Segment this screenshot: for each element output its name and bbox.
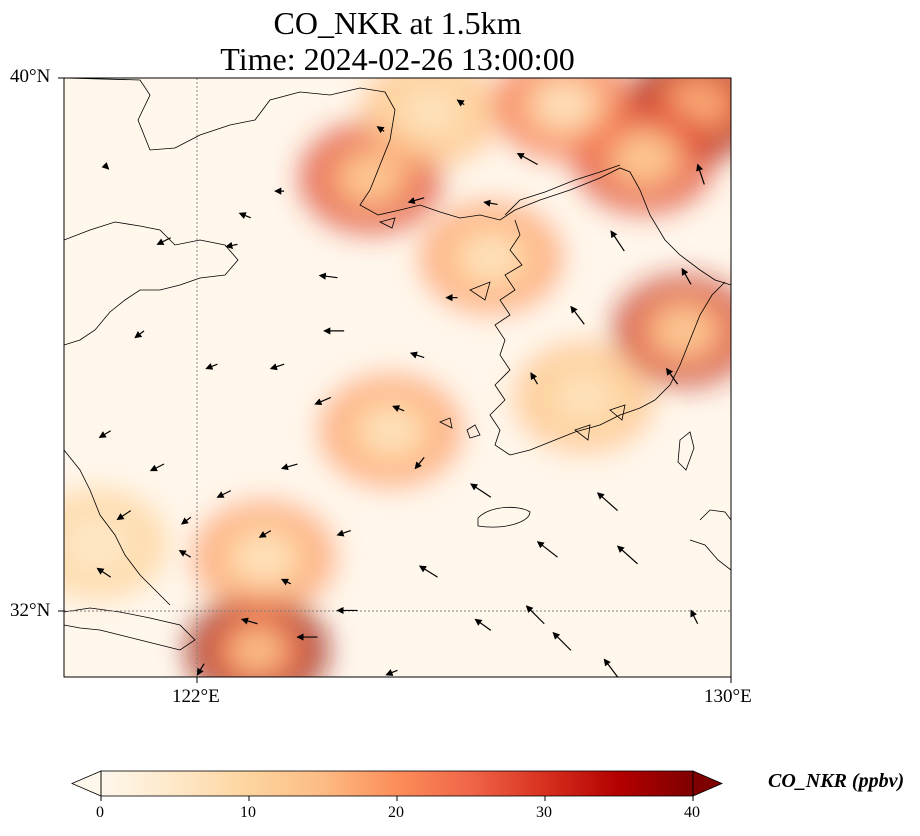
wind-arrow	[240, 617, 258, 625]
colorbar-tick-10: 10	[240, 804, 256, 821]
wind-arrow	[225, 241, 238, 249]
wind-arrow	[516, 152, 538, 166]
colorbar-label: CO_NKR (ppbv)	[768, 770, 905, 792]
wind-arrow	[474, 618, 492, 631]
coastlines	[64, 78, 731, 651]
colorbar-tick-20: 20	[388, 804, 404, 821]
wind-arrow	[483, 199, 498, 207]
hotspot-east-china-sea-north	[236, 535, 293, 580]
map-title: CO_NKR at 1.5km	[273, 5, 522, 41]
wind-arrow	[314, 396, 332, 406]
lat-label-40: 40°N	[10, 66, 51, 87]
colorbar-tick-0: 0	[96, 804, 104, 821]
wind-arrow	[318, 272, 338, 280]
wind-arrow	[552, 631, 572, 651]
hotspot-west-korea	[462, 235, 519, 280]
colorbar-gradient	[101, 771, 693, 796]
colorbar-extend-min	[70, 770, 102, 797]
wind-arrow	[156, 237, 171, 245]
china-north-coast	[64, 78, 731, 286]
wind-arrow	[690, 609, 699, 625]
korea-east-coast	[654, 281, 726, 401]
colorbar-tick-40: 40	[684, 804, 700, 821]
wind-arrow	[178, 549, 192, 558]
wind-arrow	[149, 463, 165, 472]
lat-label-32: 32°N	[10, 600, 51, 621]
korea-south-coast	[509, 399, 656, 456]
lon-label-130: 130°E	[704, 686, 752, 707]
wind-arrow	[280, 578, 292, 586]
wind-arrow	[530, 372, 539, 385]
wind-arrow	[525, 605, 545, 625]
china-east-coast	[64, 449, 171, 606]
colorbar-tick-30: 30	[536, 804, 552, 821]
colorbar-ticks	[100, 796, 694, 801]
wind-arrow	[238, 212, 251, 219]
wind-arrow	[610, 230, 625, 252]
wind-arrow	[603, 658, 619, 677]
wind-arrow	[180, 516, 192, 525]
wind-arrow	[336, 529, 351, 537]
graticule	[64, 78, 731, 677]
wind-arrow	[385, 669, 398, 676]
china-korea-border	[504, 164, 621, 216]
map-timestamp: Time: 2024-02-26 13:00:00	[220, 41, 575, 77]
wind-arrow	[96, 567, 112, 578]
korea-west-coast	[489, 219, 523, 456]
wind-arrow	[570, 305, 585, 325]
wind-arrow	[470, 483, 492, 498]
hotspot-yellow-sea-center	[362, 408, 419, 453]
kyushu-coast	[689, 509, 731, 571]
wind-arrow	[414, 456, 425, 470]
wind-arrow	[616, 545, 639, 565]
wind-arrow	[392, 405, 405, 412]
hotspot-liaodong-bay	[342, 155, 399, 200]
wind-arrow	[696, 163, 705, 185]
wind-arrow	[280, 463, 298, 471]
hotspot-shanghai-south	[229, 628, 286, 673]
wind-arrow	[665, 367, 679, 385]
wind-arrow	[258, 530, 272, 538]
hotspot-jiangsu-coast	[69, 521, 126, 566]
wind-arrow	[376, 126, 385, 134]
hotspot-korea-south-coast	[556, 375, 613, 420]
wind-arrow	[407, 197, 425, 205]
hotspot-bohai-east	[402, 89, 459, 134]
tsushima-island	[677, 431, 695, 471]
axis-ticks	[58, 77, 732, 683]
wind-arrow	[409, 351, 425, 359]
lon-label-122: 122°E	[172, 686, 220, 707]
wind-vectors	[96, 99, 705, 677]
wind-arrow	[101, 162, 110, 170]
map-frame	[63, 77, 732, 678]
wind-arrow	[134, 330, 145, 339]
wind-arrow	[418, 565, 438, 578]
concentration-field	[64, 78, 731, 677]
hotspot-north-korea-west	[536, 82, 593, 127]
wind-arrow	[456, 99, 465, 107]
colorbar-extend-max	[692, 770, 724, 797]
wind-arrow	[205, 363, 218, 370]
wind-arrow	[116, 510, 132, 521]
wind-arrow	[98, 430, 111, 438]
wind-arrow	[681, 267, 692, 285]
wind-arrow	[216, 490, 232, 498]
wind-arrow	[269, 363, 285, 371]
hotspot-east-sea-north	[616, 135, 673, 180]
yangtze-estuary	[64, 607, 196, 651]
wind-arrow	[536, 541, 558, 558]
wind-arrow	[196, 663, 205, 676]
shandong-coast	[64, 221, 239, 346]
wind-arrow	[596, 492, 619, 512]
jeju-island	[477, 506, 531, 528]
